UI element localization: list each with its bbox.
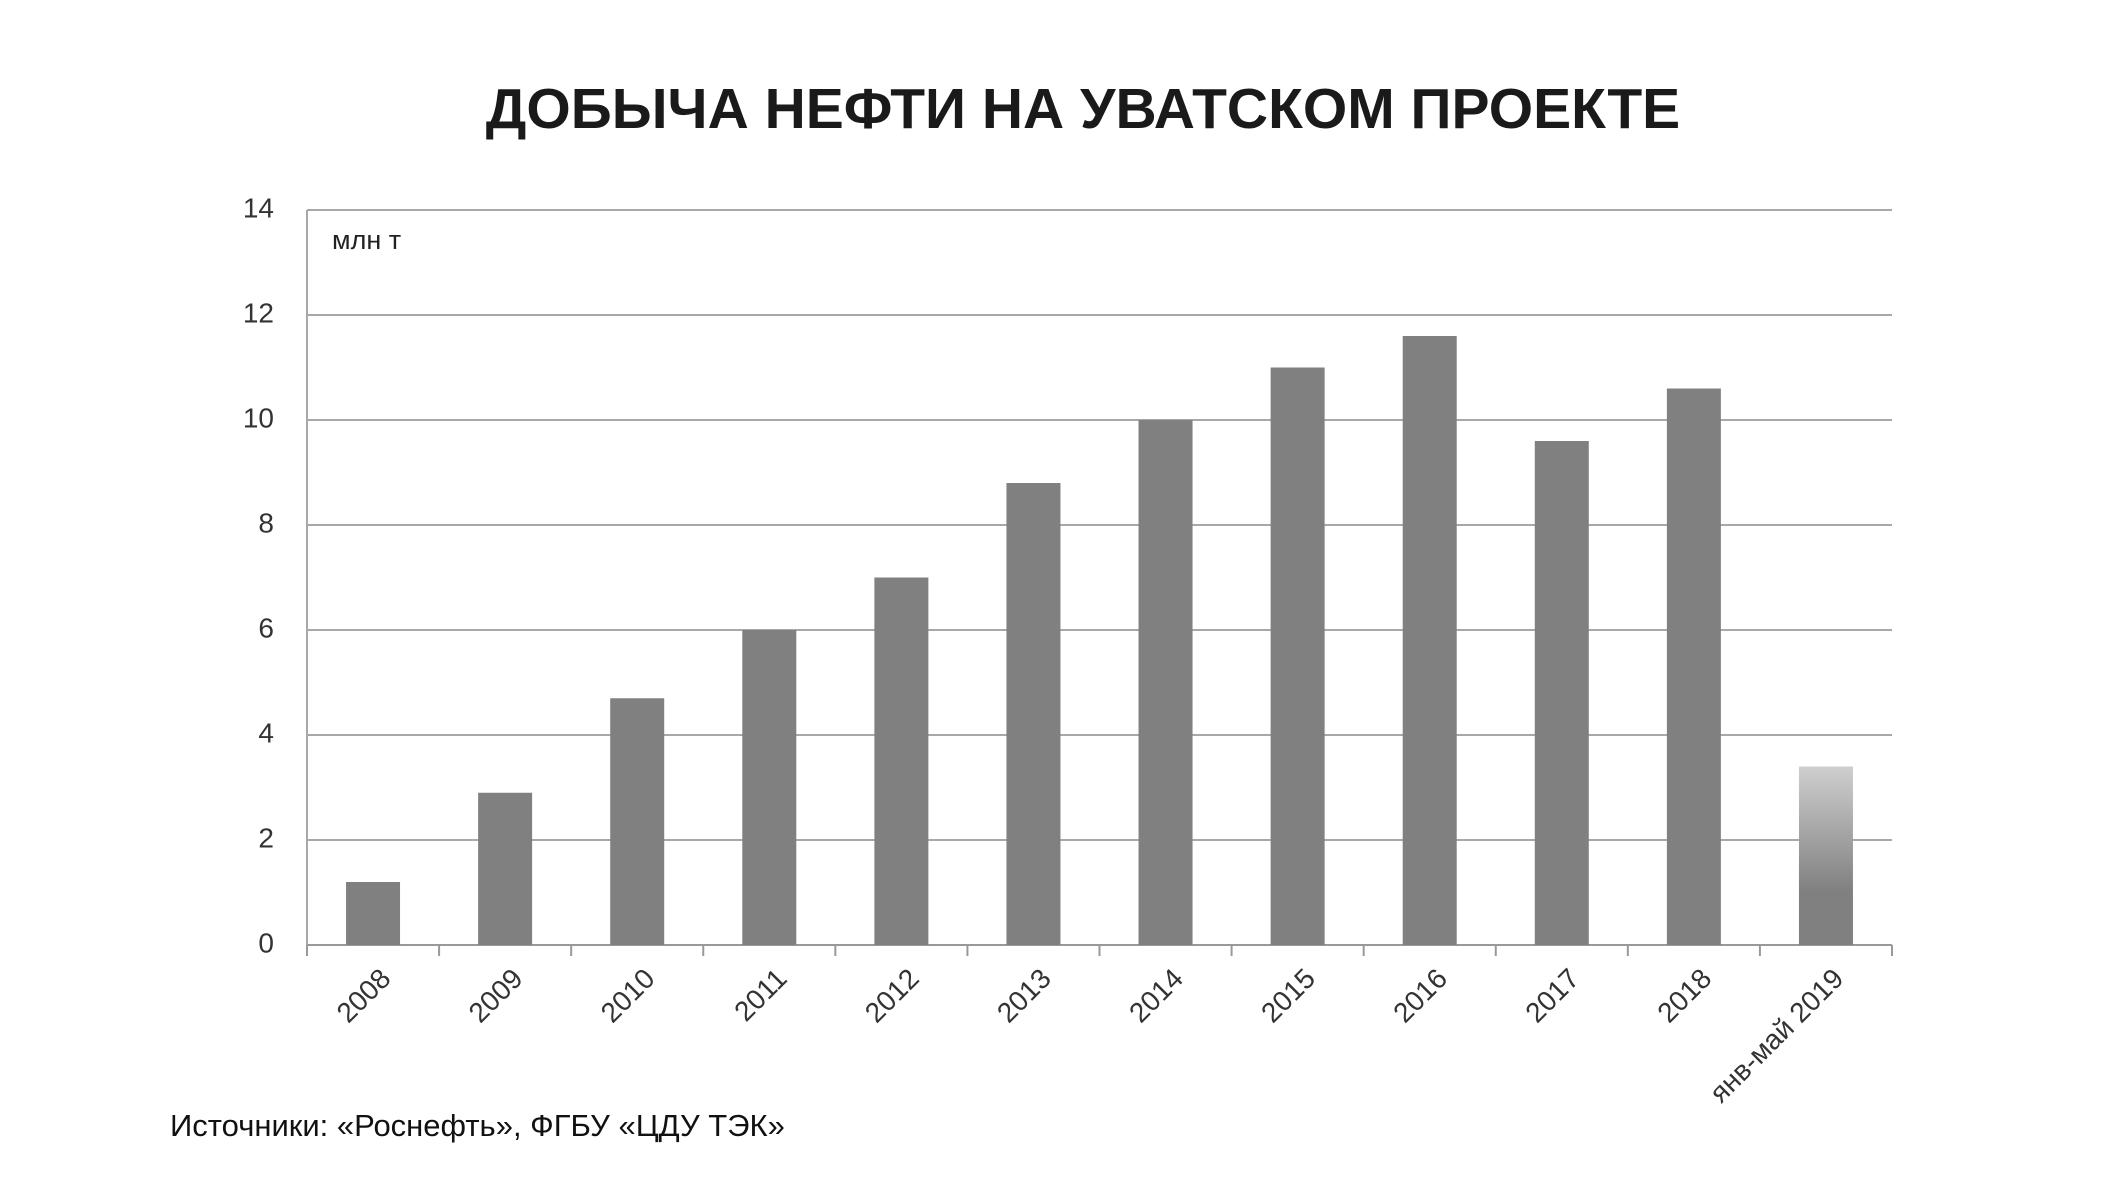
bar — [1798, 766, 1853, 945]
y-tick-label: 6 — [258, 612, 274, 643]
x-tick-label: 2008 — [331, 963, 397, 1029]
bar — [1270, 367, 1325, 945]
y-tick-label: 10 — [243, 402, 274, 433]
bar — [1138, 420, 1193, 945]
y-tick-label: 12 — [243, 297, 274, 328]
bar — [1402, 336, 1457, 945]
bar — [874, 577, 929, 945]
y-tick-label: 14 — [243, 192, 274, 223]
x-tick-label: янв-май 2019 — [1704, 963, 1850, 1109]
bar — [742, 630, 797, 945]
chart-title: ДОБЫЧА НЕФТИ НА УВАТСКОМ ПРОЕКТЕ — [486, 77, 1680, 141]
x-tick-label: 2015 — [1255, 963, 1321, 1029]
unit-label: млн т — [332, 225, 401, 255]
y-tick-label: 8 — [258, 507, 274, 538]
x-tick-label: 2010 — [595, 963, 661, 1029]
x-tick-label: 2013 — [991, 963, 1057, 1029]
bar — [346, 882, 401, 945]
x-tick-label: 2009 — [463, 963, 529, 1029]
y-tick-label: 0 — [258, 927, 274, 958]
y-tick-label: 4 — [258, 717, 274, 748]
x-tick-label: 2017 — [1519, 963, 1585, 1029]
bar — [1006, 483, 1061, 945]
bar — [610, 698, 665, 945]
bar — [478, 792, 533, 945]
x-tick-label: 2014 — [1123, 963, 1189, 1029]
bar — [1534, 441, 1589, 945]
x-tick-label: 2018 — [1651, 963, 1717, 1029]
x-tick-label: 2012 — [859, 963, 925, 1029]
y-tick-label: 2 — [258, 822, 274, 853]
x-tick-label: 2016 — [1387, 963, 1453, 1029]
x-tick-label: 2011 — [728, 963, 793, 1028]
source-note: Источники: «Роснефть», ФГБУ «ЦДУ ТЭК» — [170, 1108, 785, 1143]
bar — [1666, 388, 1721, 945]
